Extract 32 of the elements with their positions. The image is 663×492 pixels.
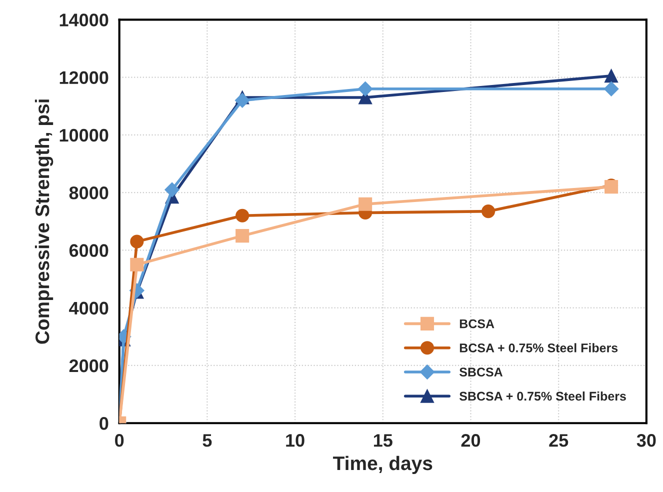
- y-tick-label: 6000: [69, 244, 108, 257]
- point: [604, 81, 619, 96]
- point: [482, 204, 496, 218]
- y-tick-label: 8000: [69, 186, 108, 200]
- x-tick-label: 10: [286, 434, 304, 447]
- x-tick-label: 20: [461, 434, 480, 447]
- legend-label: SBCSA: [459, 368, 503, 376]
- x-tick-label: 0: [115, 434, 124, 447]
- y-tick-label: 12000: [60, 71, 108, 84]
- point: [358, 81, 373, 96]
- y-tick-label: 0: [100, 417, 108, 430]
- point: [164, 182, 180, 198]
- y-tick-label: 2000: [69, 359, 108, 372]
- y-tick-label: 4000: [69, 302, 108, 315]
- x-tick-label: 30: [636, 434, 656, 447]
- x-tick-label: 5: [202, 434, 212, 447]
- y-axis-title: Compressive Strength, psi: [34, 100, 54, 344]
- point: [604, 69, 618, 83]
- x-tick-label: 25: [549, 434, 568, 447]
- point: [234, 92, 250, 108]
- legend-label: SBCSA + 0.75% Steel Fibers: [459, 391, 626, 401]
- x-axis-title: Time, days: [333, 456, 432, 474]
- point: [130, 234, 144, 248]
- point: [130, 258, 144, 272]
- y-tick-label: 10000: [60, 128, 108, 142]
- legend-label: BCSA: [460, 319, 494, 328]
- y-tick-label: 14000: [60, 14, 108, 26]
- x-tick-label: 15: [374, 434, 392, 447]
- point: [236, 229, 250, 243]
- legend-label: BCSA + 0.75% Steel Fibers: [460, 343, 618, 352]
- point: [358, 197, 372, 211]
- point: [236, 208, 250, 222]
